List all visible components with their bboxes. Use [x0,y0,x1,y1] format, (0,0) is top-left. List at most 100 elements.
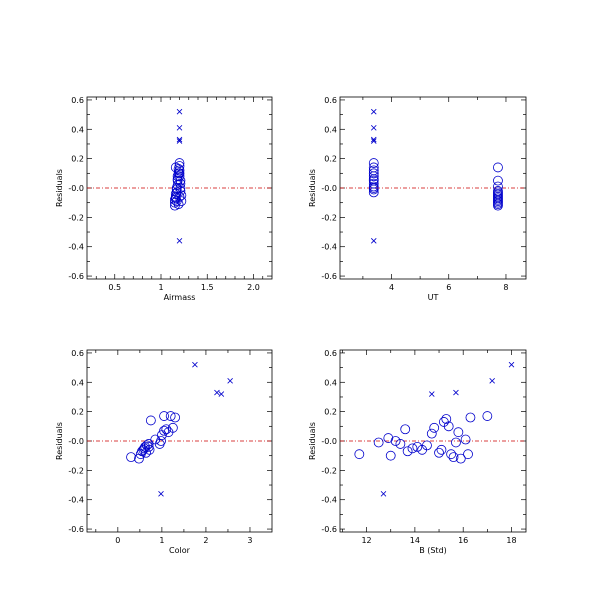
data-point-circle [383,433,394,443]
y-tick-label: 0.4 [71,378,84,387]
cross-stroke [453,389,459,396]
scatter-panel-2: 4 6 8 -0.6 -0.4 -0.2 -0.0 0.2 0.4 0.6 UT Residuals [308,96,527,302]
data-point-circle [402,446,413,457]
y-tick-label: -0.0 [68,437,84,446]
y-tick-label: -0.6 [321,525,337,534]
data-point-circle [368,183,379,193]
data-point-cross [429,391,435,397]
data-point-circle [493,200,503,211]
data-point-circle [368,187,379,198]
y-tick-label: 0.4 [324,378,337,387]
data-point-cross [218,391,225,397]
data-point-circle [465,412,476,423]
cross-stroke [158,491,164,497]
data-point-circle [144,444,155,455]
data-point-cross [370,138,377,144]
data-point-cross [370,108,377,115]
data-point-circle [170,412,180,423]
data-point-circle [170,162,181,173]
data-point-circle [141,447,151,458]
x-tick-label: 3 [247,536,252,545]
x-tick-label: 18 [506,536,516,545]
data-point-circle [407,443,418,454]
cross-stroke [380,491,387,497]
data-point-circle [165,411,176,421]
data-point-circle [426,428,437,439]
data-point-circle [493,175,503,186]
data-point-circle [463,449,473,460]
x-axis-label: B (Std) [419,546,447,555]
data-point-cross [158,491,164,497]
data-point-circle [174,171,185,182]
cross-stroke [508,361,515,368]
y-tick-label: -0.0 [68,184,84,193]
y-axis-label: Residuals [55,422,64,460]
data-point-circle [460,434,471,445]
data-point-circle [434,447,444,458]
x-axis-label: Color [169,546,191,555]
data-point-circle [161,424,172,435]
x-tick-label: 2.0 [247,283,260,292]
data-point-cross [370,125,377,131]
cross-stroke [176,108,183,115]
data-point-cross [176,136,183,143]
data-point-cross [370,238,377,244]
cross-stroke [218,391,225,397]
data-point-circle [354,449,365,460]
data-point-circle [443,421,454,432]
cross-stroke [227,378,233,384]
data-point-circle [143,439,154,449]
cross-stroke [176,238,183,244]
data-point-circle [441,414,452,424]
scatter-panel-1: 0.5 1 1.5 2.0 -0.6 -0.4 -0.2 -0.0 0.2 0.4 0.6 Airma… [55,96,273,302]
cross-stroke [370,108,377,115]
x-tick-label: 12 [361,536,371,545]
data-point-cross [176,138,183,144]
data-point-cross [192,361,198,368]
y-tick-label: -0.4 [68,496,84,505]
y-tick-label: 0.6 [324,349,337,358]
data-point-circle [159,425,169,436]
cross-stroke [192,361,198,368]
data-point-circle [175,175,186,186]
cross-stroke [176,138,183,144]
y-tick-label: -0.4 [68,243,84,252]
y-axis-label: Residuals [308,422,317,460]
x-tick-label: 8 [503,283,508,292]
data-point-circle [429,422,440,433]
data-point-circle [134,453,144,464]
scatter-panel-3: 0 1 2 3 -0.6 -0.4 -0.2 -0.0 0.2 0.4 0.6 Color Residu… [55,349,273,555]
y-tick-label: 0.4 [324,125,337,134]
data-point-circle [368,175,379,186]
data-point-circle [368,158,379,168]
cross-stroke [489,378,495,384]
data-point-cross [508,361,515,368]
y-axis-label: Residuals [55,169,64,207]
data-point-circle [368,165,379,176]
y-tick-label: 0.4 [71,125,84,134]
data-point-circle [173,199,184,210]
y-tick-label: -0.2 [68,213,84,222]
data-point-circle [373,437,384,448]
y-tick-label: -0.0 [321,184,337,193]
data-point-circle [493,187,503,198]
data-point-circle [145,415,156,426]
x-tick-label: 1.5 [201,283,214,292]
data-point-circle [453,427,464,438]
y-tick-label: -0.6 [68,272,84,281]
data-point-cross [214,389,220,396]
x-tick-label: 2 [203,536,208,545]
data-point-circle [159,411,169,421]
data-point-circle [448,452,459,463]
x-tick-label: 16 [458,536,468,545]
data-point-circle [156,436,166,446]
data-point-cross [176,125,183,131]
y-tick-label: 0.2 [324,155,337,164]
y-tick-label: -0.2 [321,466,337,475]
data-point-circle [176,196,187,207]
y-tick-label: 0.2 [324,408,337,417]
data-point-circle [368,168,379,179]
data-point-circle [446,449,457,460]
data-point-circle [493,162,503,173]
data-point-cross [370,136,377,143]
